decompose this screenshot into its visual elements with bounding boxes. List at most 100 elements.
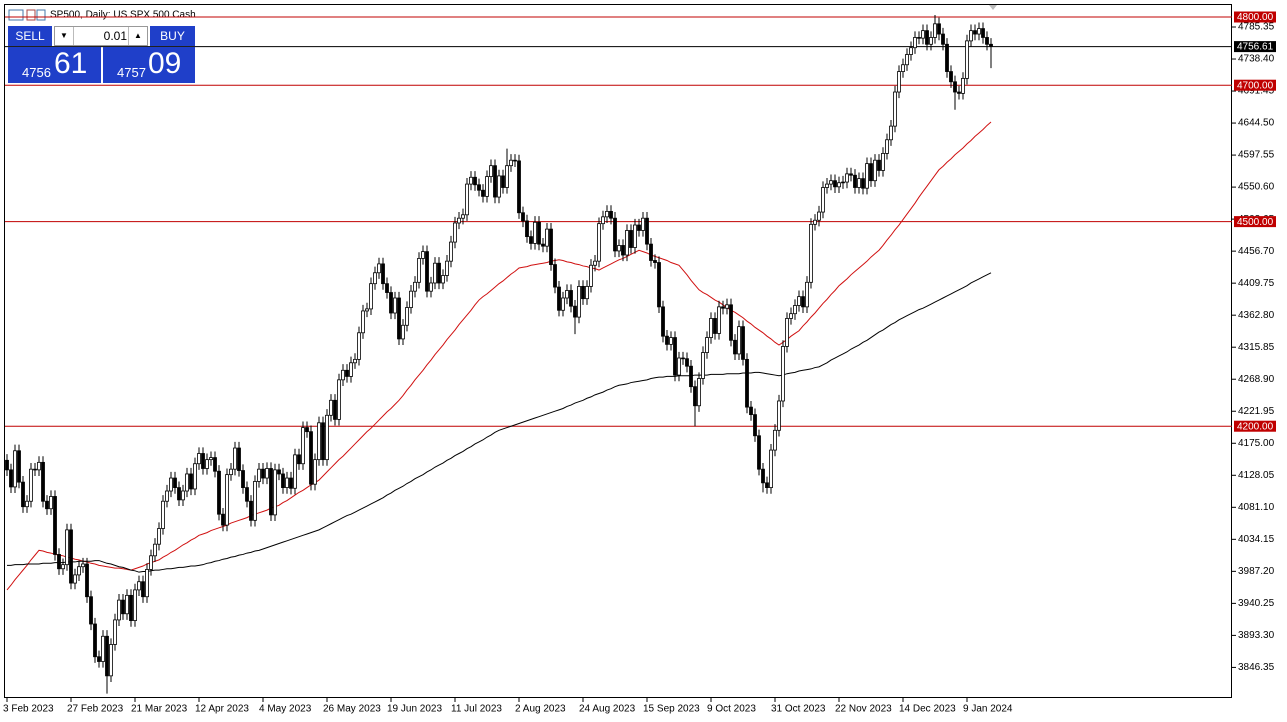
candle-body xyxy=(897,71,901,93)
candle-body xyxy=(145,569,149,598)
y-tick-label: 4221.95 xyxy=(1238,406,1275,417)
sell-button[interactable]: SELL xyxy=(8,26,52,46)
candle-body xyxy=(37,461,41,471)
candle-body xyxy=(21,481,25,508)
candle-body xyxy=(829,180,833,185)
y-tick-label: 4034.15 xyxy=(1238,534,1275,545)
candle-body xyxy=(869,163,873,182)
candle-body xyxy=(865,163,869,189)
candle-body xyxy=(801,296,805,308)
x-tick-label: 3 Feb 2023 xyxy=(3,704,54,715)
candle-body xyxy=(217,470,221,515)
y-tick-label: 4128.05 xyxy=(1238,470,1275,481)
plot xyxy=(5,14,1232,694)
candle-body xyxy=(93,623,97,658)
candle-body xyxy=(5,459,9,471)
candle-body xyxy=(589,264,593,287)
candle-body xyxy=(957,91,961,94)
candle-body xyxy=(933,23,937,38)
candle-body xyxy=(165,490,169,502)
title-icons xyxy=(8,9,46,21)
candle-body xyxy=(505,165,509,188)
candle-body xyxy=(89,596,93,625)
bid-box[interactable]: 4756 61 xyxy=(8,47,101,83)
candle-body xyxy=(605,210,609,218)
candle-body xyxy=(697,378,701,407)
candle-body xyxy=(441,275,445,284)
candle-body xyxy=(221,513,225,526)
price-tag xyxy=(1234,216,1276,228)
volume-up[interactable]: ▲ xyxy=(128,27,147,45)
candle-body xyxy=(821,187,825,213)
candle-body xyxy=(385,283,389,293)
candle-body xyxy=(941,33,945,45)
candle-body xyxy=(965,40,969,79)
candle-body xyxy=(445,260,449,276)
candle-body xyxy=(717,306,721,334)
candle-body xyxy=(69,529,73,584)
volume-control[interactable]: ▼ 0.01 ▲ xyxy=(54,26,148,46)
candle-body xyxy=(901,64,905,72)
candle-body xyxy=(757,435,761,470)
candle-body xyxy=(117,599,121,621)
candle-body xyxy=(109,644,113,677)
candle-body xyxy=(685,358,689,367)
candle-body xyxy=(293,454,297,489)
y-tick-label: 4268.90 xyxy=(1238,374,1275,385)
candle-body xyxy=(981,28,985,38)
candle-body xyxy=(265,468,269,479)
candle-body xyxy=(373,272,377,285)
candle-body xyxy=(549,228,553,265)
candle-body xyxy=(53,496,57,555)
candle-body xyxy=(209,457,213,461)
y-tick-label: 4785.35 xyxy=(1238,22,1275,33)
candle-body xyxy=(541,243,545,247)
candle-body xyxy=(581,286,585,300)
candle-body xyxy=(405,307,409,326)
candle-body xyxy=(269,468,273,516)
candle-body xyxy=(777,400,781,431)
candle-body xyxy=(41,461,45,502)
x-tick-label: 31 Oct 2023 xyxy=(771,704,826,715)
candle-body xyxy=(741,326,745,360)
candle-body xyxy=(421,251,425,259)
volume-value[interactable]: 0.01 xyxy=(103,29,127,43)
x-tick-label: 24 Aug 2023 xyxy=(579,704,636,715)
icon xyxy=(8,9,24,21)
candle-body xyxy=(973,30,977,35)
candle-body xyxy=(597,223,601,262)
candle-body xyxy=(61,564,65,570)
candle-body xyxy=(9,469,13,488)
buy-button[interactable]: BUY xyxy=(150,26,195,46)
y-tick-label: 3846.35 xyxy=(1238,662,1275,673)
candle-body xyxy=(725,304,729,309)
candle-body xyxy=(853,174,857,188)
ask-small: 09 xyxy=(148,47,182,80)
candle-body xyxy=(689,365,693,388)
candle-body xyxy=(841,181,845,184)
x-tick-label: 21 Mar 2023 xyxy=(131,704,188,715)
candle-body xyxy=(77,566,81,576)
candle-body xyxy=(797,296,801,306)
candle-body xyxy=(509,159,513,167)
candle-body xyxy=(85,563,89,598)
volume-down[interactable]: ▼ xyxy=(55,27,74,45)
candle-body xyxy=(417,258,421,283)
candle-body xyxy=(809,223,813,283)
y-tick-label: 4175.00 xyxy=(1238,438,1275,449)
chart-title: SP500, Daily: US SPX 500 Cash xyxy=(50,10,196,21)
y-tick-label: 4644.50 xyxy=(1238,118,1275,129)
candle-body xyxy=(213,457,217,472)
candle-body xyxy=(745,358,749,408)
candle-body xyxy=(101,635,105,662)
candle-body xyxy=(701,352,705,379)
ask-box[interactable]: 4757 09 xyxy=(103,47,195,83)
candle-body xyxy=(181,490,185,501)
candle-body xyxy=(201,453,205,469)
y-tick-label: 4597.55 xyxy=(1238,150,1275,161)
candle-body xyxy=(197,453,201,465)
candle-body xyxy=(193,463,197,490)
icon xyxy=(26,9,36,21)
candle-body xyxy=(693,386,697,407)
candle-body xyxy=(937,23,941,35)
